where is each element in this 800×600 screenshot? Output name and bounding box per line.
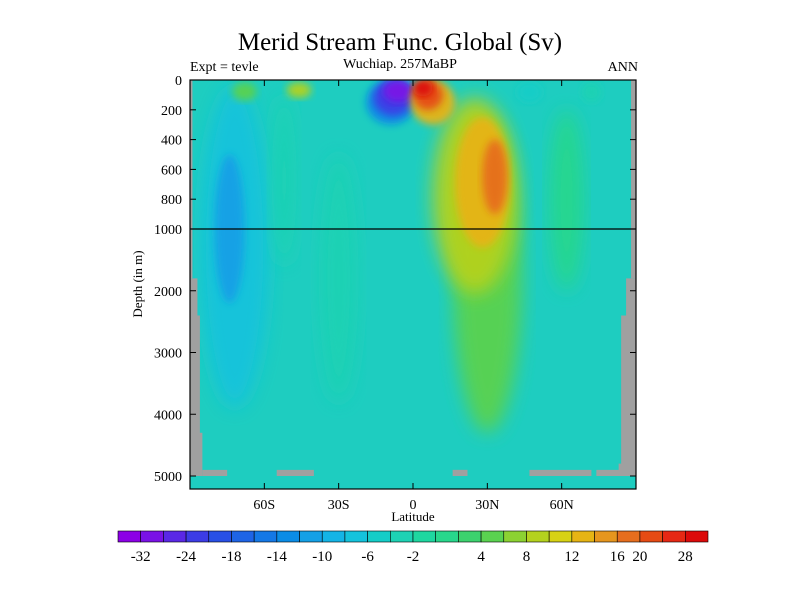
period-label: Wuchiap. 257MaBP: [343, 57, 457, 72]
colorbar-swatch: [616, 530, 641, 543]
colorbar-label: -10: [312, 549, 332, 565]
field-cell-8: [549, 109, 584, 291]
colorbar-label: -6: [361, 549, 374, 565]
colorbar-swatch: [526, 530, 550, 543]
colorbar-swatch: [253, 530, 278, 543]
field-cell-18: [413, 80, 433, 97]
colorbar-swatch: [276, 530, 300, 543]
colorbar-swatch: [117, 530, 141, 543]
colorbar-swatch: [435, 530, 459, 543]
y-tick-label: 600: [161, 163, 182, 178]
colorbar-swatch: [344, 530, 368, 543]
x-tick-label: 30S: [328, 498, 350, 513]
field-cell-2: [271, 94, 297, 267]
colorbar-label: 28: [678, 549, 693, 565]
land-mask-5: [596, 469, 622, 476]
colorbar-swatch: [662, 530, 686, 543]
field-cell-3: [318, 154, 359, 402]
colorbar-swatch: [299, 530, 323, 543]
colorbar-swatch: [140, 530, 164, 543]
land-mask-3: [452, 469, 468, 476]
x-axis-label: Latitude: [391, 509, 435, 524]
colorbar-label: -14: [267, 549, 287, 565]
field-cell-15: [383, 80, 413, 103]
colorbar-swatch: [503, 530, 527, 543]
y-tick-label: 0: [175, 74, 182, 89]
x-tick-label: 60N: [550, 498, 574, 513]
y-tick-label: 1000: [154, 223, 182, 238]
colorbar-label: -24: [176, 549, 196, 565]
colorbar-swatch: [185, 530, 210, 543]
colorbar-swatch: [163, 530, 187, 543]
colorbar-swatch: [639, 530, 663, 543]
colorbar-swatch: [412, 530, 436, 543]
y-tick-label: 200: [161, 104, 182, 119]
field-cell-11: [517, 82, 542, 103]
season-label: ANN: [607, 60, 638, 75]
x-tick-label: 60S: [253, 498, 275, 513]
x-tick-label: 0: [410, 498, 417, 513]
colorbar-swatch: [390, 530, 414, 543]
colorbar-label: 4: [477, 549, 485, 565]
y-axis-label: Depth (in m): [130, 250, 145, 318]
y-tick-label: 4000: [154, 408, 182, 423]
y-tick-label: 400: [161, 134, 182, 149]
colorbar-label: -2: [407, 549, 420, 565]
colorbar-swatch: [367, 530, 391, 543]
field-cell-10: [232, 82, 257, 101]
y-tick-label: 5000: [154, 470, 182, 485]
colorbar-swatch: [458, 530, 482, 543]
y-tick-label: 800: [161, 193, 182, 208]
colorbar-label: -18: [221, 549, 241, 565]
land-mask-0: [190, 278, 203, 476]
colorbar-swatch: [685, 530, 709, 543]
land-mask-2: [276, 469, 314, 476]
field-cell-9: [286, 82, 312, 98]
colorbar-label: -32: [131, 549, 151, 565]
experiment-label: Expt = tevle: [190, 60, 259, 75]
field-cell-7: [482, 139, 508, 215]
colorbar-swatch: [208, 530, 232, 543]
colorbar-label: 12: [564, 549, 579, 565]
land-mask-1: [202, 469, 228, 476]
chart-title: Merid Stream Func. Global (Sv): [237, 29, 563, 56]
x-tick-label: 30N: [475, 498, 499, 513]
colorbar-swatch: [594, 530, 618, 543]
y-tick-label: 3000: [154, 347, 182, 362]
colorbar-swatch: [571, 530, 595, 543]
colorbar-swatch: [480, 530, 505, 543]
colorbar-swatch: [548, 530, 573, 543]
colorbar-label: 8: [523, 549, 531, 565]
colorbar-label: 16: [610, 549, 626, 565]
y-tick-label: 2000: [154, 285, 182, 300]
field-cell-12: [581, 82, 602, 103]
colorbar-swatch: [321, 530, 346, 543]
colorbar-swatch: [231, 530, 255, 543]
land-mask-4: [529, 469, 592, 476]
land-mask-6: [618, 278, 636, 476]
colorbar-label: 20: [632, 549, 647, 565]
